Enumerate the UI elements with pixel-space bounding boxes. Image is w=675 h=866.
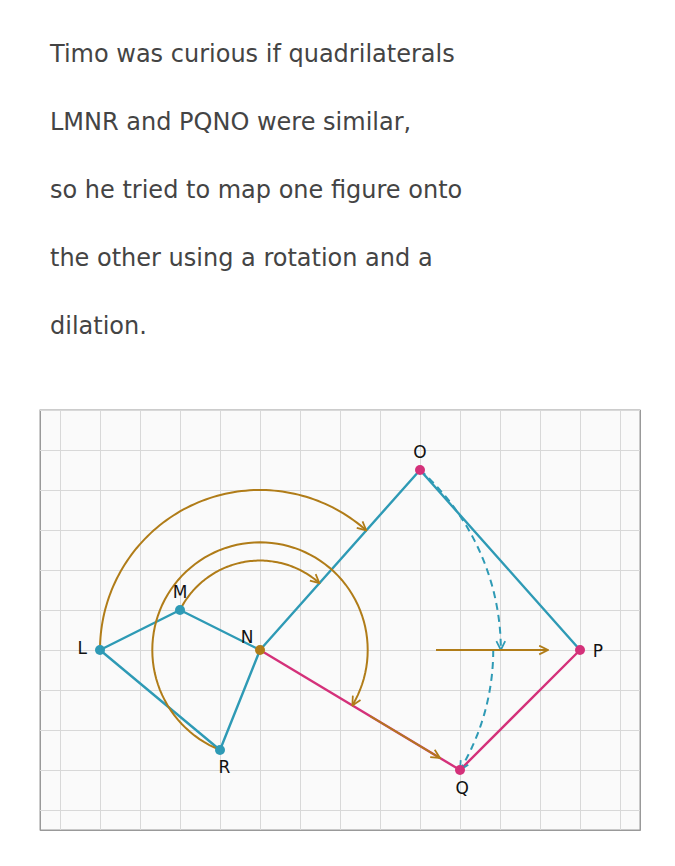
edge <box>260 650 580 770</box>
point <box>255 645 265 655</box>
arc <box>152 542 367 750</box>
point <box>455 765 465 775</box>
point <box>415 465 425 475</box>
grid-line <box>40 770 640 771</box>
tick <box>40 650 640 651</box>
tick <box>40 530 640 531</box>
title-line: so he tried to map one figure onto <box>50 176 462 204</box>
grid-line <box>580 410 581 830</box>
grid-line <box>40 650 640 651</box>
arc <box>180 561 319 610</box>
axis-line <box>41 411 641 831</box>
point-label: M <box>173 582 188 602</box>
grid-line <box>40 730 640 731</box>
tick <box>500 410 501 830</box>
tick <box>40 450 640 451</box>
tick <box>620 410 621 830</box>
tick <box>40 690 640 691</box>
x-axis <box>41 410 641 831</box>
grid-line <box>620 410 621 830</box>
point-label: P <box>593 641 603 661</box>
tick <box>40 490 640 491</box>
chart: Timo was curious if quadrilaterals LMNR a… <box>0 0 675 866</box>
plot: L M N R O P Q <box>40 410 641 831</box>
tick <box>340 410 341 830</box>
tick <box>300 410 301 830</box>
grid-line <box>40 530 640 531</box>
arc <box>100 490 366 650</box>
tick <box>40 730 640 731</box>
dilation-arrow <box>370 716 440 758</box>
grid-line <box>500 410 501 830</box>
point <box>575 645 585 655</box>
tick <box>540 410 541 830</box>
title-line: Timo was curious if quadrilaterals <box>49 40 455 68</box>
title-line: dilation. <box>50 312 147 340</box>
grid-line <box>300 410 301 830</box>
tick <box>40 610 640 611</box>
tick <box>40 810 640 811</box>
grid-line <box>40 450 640 451</box>
grid-line <box>100 410 101 830</box>
point <box>215 745 225 755</box>
tick <box>100 410 101 830</box>
plot-frame <box>40 410 640 830</box>
marks <box>95 465 585 775</box>
tick <box>40 770 640 771</box>
grid-line <box>180 410 181 830</box>
grid-line <box>40 610 640 611</box>
tick <box>260 410 261 830</box>
grid-line <box>260 410 261 830</box>
tick <box>140 410 141 830</box>
tick <box>40 570 640 571</box>
title-line: LMNR and PQNO were similar, <box>50 108 411 136</box>
point-label: N <box>241 627 254 647</box>
edge <box>100 610 260 750</box>
dilation-arrow <box>436 649 548 651</box>
tick <box>40 410 640 411</box>
grid-line <box>60 410 61 830</box>
grid-line <box>540 410 541 830</box>
y-axis <box>40 411 640 831</box>
tick <box>60 410 61 830</box>
point <box>175 605 185 615</box>
arc <box>460 650 493 770</box>
point-labels: L M N R O P Q <box>77 442 603 798</box>
grid-line <box>140 410 141 830</box>
grid-line <box>40 410 640 411</box>
axis-line <box>41 410 641 831</box>
tick <box>580 410 581 830</box>
grid-line <box>40 490 640 491</box>
point-label: R <box>219 757 231 777</box>
tick <box>180 410 181 830</box>
grid-line <box>40 570 640 571</box>
grid-line <box>40 690 640 691</box>
point <box>95 645 105 655</box>
point-label: Q <box>456 778 469 798</box>
arc <box>420 470 501 650</box>
point-label: L <box>77 638 87 658</box>
tick <box>380 410 381 830</box>
title-line: the other using a rotation and a <box>50 244 433 272</box>
grid-line <box>40 810 640 811</box>
title: Timo was curious if quadrilaterals LMNR a… <box>49 40 462 340</box>
grid-line <box>380 410 381 830</box>
grid-line <box>340 410 341 830</box>
point-label: O <box>413 442 426 462</box>
